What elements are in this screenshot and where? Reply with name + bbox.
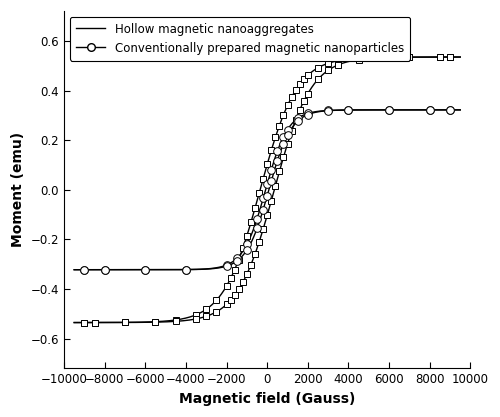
Hollow magnetic nanoaggregates xyxy=(240,246,246,251)
Conventionally prepared magnetic nanoparticles xyxy=(244,242,250,247)
Conventionally prepared magnetic nanoparticles xyxy=(183,267,189,272)
Hollow magnetic nanoaggregates xyxy=(256,191,262,196)
Hollow magnetic nanoaggregates xyxy=(248,220,254,225)
Conventionally prepared magnetic nanoparticles xyxy=(102,267,107,272)
Conventionally prepared magnetic nanoparticles xyxy=(284,127,290,132)
Conventionally prepared magnetic nanoparticles xyxy=(346,108,352,113)
Hollow magnetic nanoaggregates xyxy=(376,55,382,60)
Conventionally prepared magnetic nanoparticles xyxy=(280,134,286,139)
Hollow magnetic nanoaggregates xyxy=(305,73,311,78)
Conventionally prepared magnetic nanoparticles xyxy=(234,256,239,261)
Hollow magnetic nanoaggregates xyxy=(276,123,282,128)
Conventionally prepared magnetic nanoparticles xyxy=(82,267,87,272)
Hollow magnetic nanoaggregates xyxy=(173,317,179,322)
Hollow magnetic nanoaggregates xyxy=(122,320,128,325)
Line: Conventionally prepared magnetic nanoparticles: Conventionally prepared magnetic nanopar… xyxy=(80,106,454,274)
Conventionally prepared magnetic nanoparticles xyxy=(142,267,148,272)
Hollow magnetic nanoaggregates xyxy=(92,320,98,325)
Hollow magnetic nanoaggregates xyxy=(224,284,230,289)
Hollow magnetic nanoaggregates xyxy=(437,55,443,60)
Hollow magnetic nanoaggregates xyxy=(292,88,298,93)
Legend: Hollow magnetic nanoaggregates, Conventionally prepared magnetic nanoparticles: Hollow magnetic nanoaggregates, Conventi… xyxy=(70,17,410,61)
Hollow magnetic nanoaggregates xyxy=(447,55,453,60)
Hollow magnetic nanoaggregates xyxy=(315,65,321,70)
Conventionally prepared magnetic nanoparticles xyxy=(294,116,300,121)
Conventionally prepared magnetic nanoparticles xyxy=(268,167,274,172)
Line: Hollow magnetic nanoaggregates: Hollow magnetic nanoaggregates xyxy=(81,54,453,326)
Hollow magnetic nanoaggregates xyxy=(232,267,237,272)
Conventionally prepared magnetic nanoparticles xyxy=(254,216,260,221)
Hollow magnetic nanoaggregates xyxy=(272,135,278,140)
Hollow magnetic nanoaggregates xyxy=(260,176,266,181)
Conventionally prepared magnetic nanoparticles xyxy=(305,111,311,116)
Hollow magnetic nanoaggregates xyxy=(284,103,290,108)
Hollow magnetic nanoaggregates xyxy=(336,58,342,63)
Conventionally prepared magnetic nanoparticles xyxy=(325,108,331,113)
Hollow magnetic nanoaggregates xyxy=(280,113,286,118)
Hollow magnetic nanoaggregates xyxy=(406,55,412,60)
Conventionally prepared magnetic nanoparticles xyxy=(274,149,280,154)
Hollow magnetic nanoaggregates xyxy=(252,206,258,211)
Hollow magnetic nanoaggregates xyxy=(325,61,331,66)
Conventionally prepared magnetic nanoparticles xyxy=(224,262,230,267)
Conventionally prepared magnetic nanoparticles xyxy=(386,108,392,113)
Hollow magnetic nanoaggregates xyxy=(356,56,362,61)
Hollow magnetic nanoaggregates xyxy=(193,312,199,317)
Hollow magnetic nanoaggregates xyxy=(214,298,220,303)
Conventionally prepared magnetic nanoparticles xyxy=(427,108,433,113)
Hollow magnetic nanoaggregates xyxy=(268,148,274,153)
Hollow magnetic nanoaggregates xyxy=(296,82,302,87)
Conventionally prepared magnetic nanoparticles xyxy=(447,108,453,113)
Hollow magnetic nanoaggregates xyxy=(152,319,158,324)
Hollow magnetic nanoaggregates xyxy=(244,233,250,238)
Hollow magnetic nanoaggregates xyxy=(301,77,307,82)
Conventionally prepared magnetic nanoparticles xyxy=(264,181,270,186)
Hollow magnetic nanoaggregates xyxy=(204,307,210,312)
Hollow magnetic nanoaggregates xyxy=(264,162,270,167)
Hollow magnetic nanoaggregates xyxy=(236,257,242,262)
Hollow magnetic nanoaggregates xyxy=(228,276,234,281)
X-axis label: Magnetic field (Gauss): Magnetic field (Gauss) xyxy=(179,392,356,406)
Y-axis label: Moment (emu): Moment (emu) xyxy=(11,132,25,247)
Hollow magnetic nanoaggregates xyxy=(82,320,87,325)
Hollow magnetic nanoaggregates xyxy=(288,95,294,100)
Conventionally prepared magnetic nanoparticles xyxy=(260,196,266,201)
